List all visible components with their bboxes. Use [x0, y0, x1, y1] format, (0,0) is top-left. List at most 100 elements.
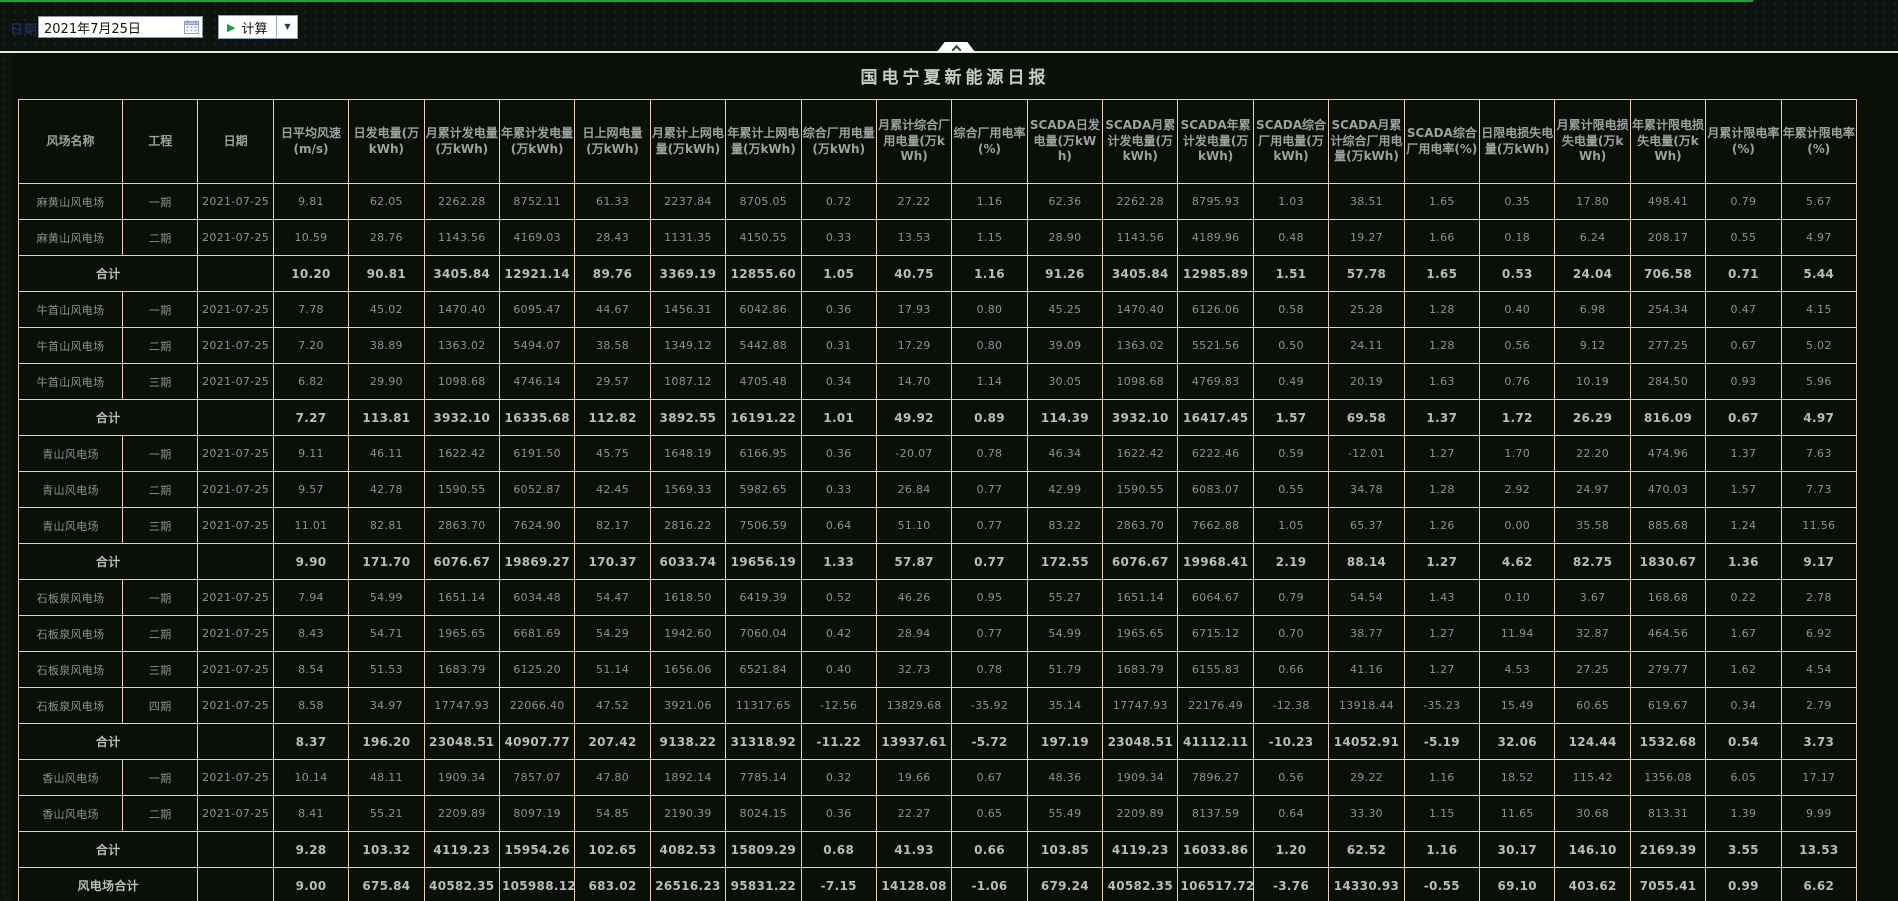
value-cell: 34.78: [1328, 471, 1405, 508]
value-cell: 0.95: [951, 579, 1028, 616]
value-cell: 0.66: [1252, 651, 1330, 688]
value-cell: 42.78: [348, 471, 425, 508]
value-cell: 82.17: [574, 507, 651, 544]
value-cell: -7.15: [800, 867, 877, 901]
value-cell: 28.76: [348, 219, 425, 256]
value-cell: 0.34: [1705, 687, 1782, 724]
value-cell: 17747.93: [423, 687, 500, 724]
value-cell: 13.53: [875, 219, 953, 256]
value-cell: -12.56: [800, 687, 877, 724]
value-cell: 1.16: [951, 255, 1028, 292]
column-header: 月累计上网电量(万kWh): [649, 99, 727, 184]
date-picker-input[interactable]: 2021年7月25日: [38, 16, 203, 38]
farm-name-cell: 麻黄山风电场: [18, 219, 123, 256]
value-cell: 54.99: [348, 579, 425, 616]
value-cell: 9.90: [272, 543, 350, 580]
value-cell: 1.03: [1252, 183, 1330, 220]
value-cell: 2237.84: [649, 183, 727, 220]
value-cell: -1.06: [951, 867, 1028, 901]
value-cell: 9.12: [1554, 327, 1631, 364]
value-cell: 1.33: [800, 543, 877, 580]
value-cell: -12.01: [1328, 435, 1405, 472]
value-cell: 0.55: [1252, 471, 1330, 508]
value-cell: 1622.42: [1102, 435, 1179, 472]
value-cell: 6076.67: [423, 543, 500, 580]
phase-cell: 二期: [121, 219, 199, 256]
collapse-panel-handle[interactable]: [937, 42, 975, 52]
phase-cell: 二期: [121, 795, 199, 832]
date-cell: [197, 543, 274, 580]
value-cell: 0.55: [1705, 219, 1782, 256]
value-cell: 12921.14: [498, 255, 576, 292]
column-header: SCADA月累计发电量(万kWh): [1102, 99, 1179, 184]
value-cell: 40582.35: [1102, 867, 1179, 901]
table-row: 石板泉风电场 二期 2021-07-25 8.43 54.71 1965.65 6681.6…: [18, 615, 1858, 652]
date-cell: 2021-07-25: [197, 795, 274, 832]
value-cell: 4169.03: [498, 219, 576, 256]
value-cell: 0.78: [951, 651, 1028, 688]
value-cell: 19656.19: [725, 543, 802, 580]
value-cell: 1.24: [1705, 507, 1782, 544]
value-cell: 18.52: [1479, 759, 1556, 796]
value-cell: -35.92: [951, 687, 1028, 724]
date-label: 日期: [10, 23, 39, 38]
value-cell: 619.67: [1629, 687, 1707, 724]
value-cell: 46.26: [875, 579, 953, 616]
value-cell: 44.67: [574, 291, 651, 328]
value-cell: 2209.89: [1102, 795, 1179, 832]
subtotal-label-cell: 合计: [17, 255, 199, 292]
value-cell: 22066.40: [498, 687, 576, 724]
calculate-button[interactable]: ▶ 计算: [219, 16, 276, 38]
calculate-dropdown-button[interactable]: ▼: [276, 16, 297, 38]
value-cell: 55.49: [1026, 795, 1104, 832]
value-cell: 10.14: [272, 759, 350, 796]
table-row: 香山风电场 一期 2021-07-25 10.14 48.11 1909.34 7857.0…: [18, 759, 1858, 796]
value-cell: 35.14: [1026, 687, 1104, 724]
calculate-split-button: ▶ 计算 ▼: [218, 15, 299, 39]
value-cell: 88.14: [1328, 543, 1405, 580]
phase-cell: 二期: [121, 327, 199, 364]
value-cell: 14330.93: [1328, 867, 1405, 901]
value-cell: 0.99: [1705, 867, 1782, 901]
value-cell: 55.21: [348, 795, 425, 832]
value-cell: 4082.53: [649, 831, 727, 868]
value-cell: 0.54: [1705, 723, 1782, 760]
value-cell: 8705.05: [725, 183, 802, 220]
value-cell: 6191.50: [498, 435, 576, 472]
farm-name-cell: 麻黄山风电场: [18, 183, 123, 220]
value-cell: 24.97: [1554, 471, 1631, 508]
value-cell: 0.80: [951, 291, 1028, 328]
value-cell: 4.15: [1780, 291, 1858, 328]
value-cell: 10.59: [272, 219, 350, 256]
phase-cell: 一期: [121, 579, 199, 616]
column-header: 年累计限电损失电量(万kWh): [1629, 99, 1707, 184]
value-cell: 1.66: [1403, 219, 1481, 256]
calendar-icon[interactable]: [184, 20, 199, 34]
value-cell: 474.96: [1629, 435, 1707, 472]
value-cell: 16335.68: [498, 399, 576, 436]
value-cell: 1.15: [951, 219, 1028, 256]
value-cell: 1.37: [1705, 435, 1782, 472]
value-cell: 19968.41: [1177, 543, 1254, 580]
phase-cell: 一期: [121, 759, 199, 796]
value-cell: 15954.26: [498, 831, 576, 868]
value-cell: 6042.86: [725, 291, 802, 328]
value-cell: 25.28: [1328, 291, 1405, 328]
value-cell: 5.96: [1780, 363, 1858, 400]
value-cell: 9.81: [272, 183, 350, 220]
value-cell: 0.76: [1479, 363, 1556, 400]
value-cell: 0.53: [1479, 255, 1556, 292]
value-cell: 0.68: [800, 831, 877, 868]
value-cell: 10.20: [272, 255, 350, 292]
value-cell: 0.89: [951, 399, 1028, 436]
column-header: SCADA综合厂用电率(%): [1403, 99, 1481, 184]
value-cell: 28.94: [875, 615, 953, 652]
value-cell: 1.28: [1403, 471, 1481, 508]
value-cell: 2.19: [1252, 543, 1330, 580]
value-cell: 0.71: [1705, 255, 1782, 292]
value-cell: 19.27: [1328, 219, 1405, 256]
value-cell: 6.98: [1554, 291, 1631, 328]
value-cell: 0.31: [800, 327, 877, 364]
value-cell: 1.27: [1403, 543, 1481, 580]
value-cell: 0.52: [800, 579, 877, 616]
